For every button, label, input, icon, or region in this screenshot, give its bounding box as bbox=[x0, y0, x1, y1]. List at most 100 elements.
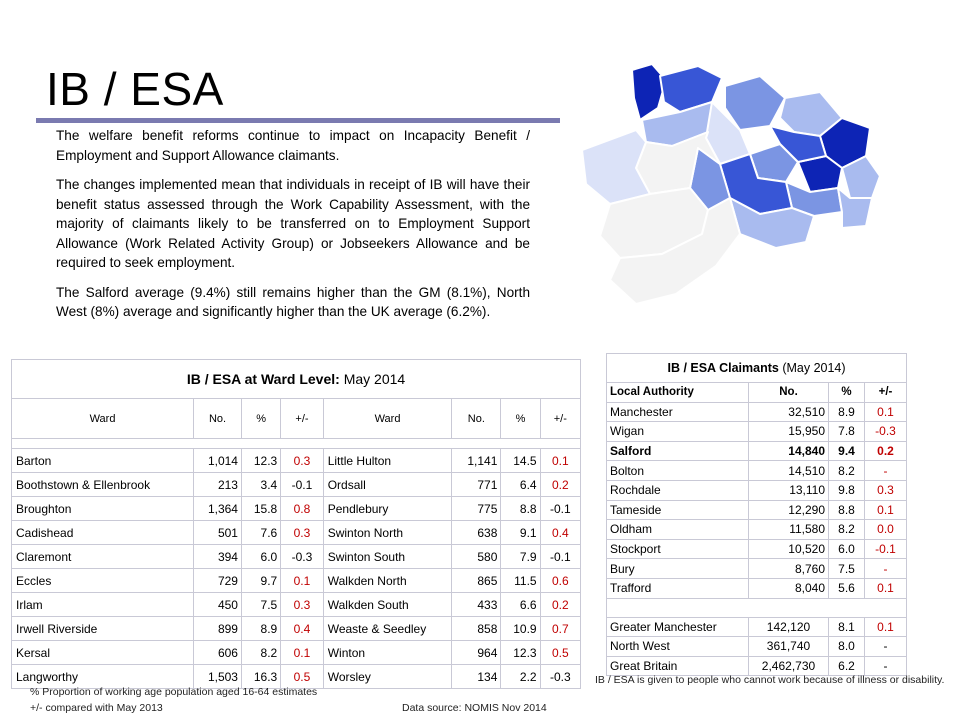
ward-count: 1,364 bbox=[193, 496, 242, 521]
ward-change: -0.3 bbox=[280, 544, 324, 569]
claimant-percent: 5.6 bbox=[828, 577, 865, 599]
claimants-table-row: Oldham 11,580 8.2 0.0 bbox=[606, 519, 908, 540]
ward-percent: 6.6 bbox=[500, 592, 541, 617]
paragraph-3: The Salford average (9.4%) still remains… bbox=[56, 284, 530, 320]
header-pct: % bbox=[240, 398, 282, 439]
claimant-change: - bbox=[863, 558, 908, 579]
ward-name: Walkden North bbox=[322, 568, 453, 593]
footnote-proportion: % Proportion of working age population a… bbox=[30, 686, 318, 698]
ward-change: -0.1 bbox=[539, 544, 582, 569]
region-percent: 8.1 bbox=[828, 616, 865, 638]
claimants-table-row: Salford 14,840 9.4 0.2 bbox=[606, 440, 908, 462]
ward-table-header: Ward No. % +/- Ward No. % +/- bbox=[10, 398, 582, 439]
claimant-count: 12,290 bbox=[748, 499, 829, 521]
ward-change: 0.4 bbox=[280, 616, 324, 641]
local-authority-name: Bury bbox=[606, 558, 749, 579]
claimant-change: 0.1 bbox=[863, 577, 908, 599]
ward-name: Kersal bbox=[10, 640, 195, 665]
claimants-summary-row: Greater Manchester 142,120 8.1 0.1 bbox=[606, 616, 908, 638]
ward-change: 0.5 bbox=[280, 664, 324, 689]
ward-count: 775 bbox=[451, 496, 502, 521]
claimants-table-row: Bury 8,760 7.5- bbox=[606, 558, 908, 579]
local-authority-name: Manchester bbox=[606, 401, 749, 423]
ward-count: 433 bbox=[451, 592, 502, 617]
claimants-table-header: Local Authority No. % +/- bbox=[606, 382, 908, 403]
claimant-count: 11,580 bbox=[748, 519, 829, 540]
table-spacer bbox=[605, 597, 908, 618]
ward-percent: 15.8 bbox=[240, 496, 282, 521]
ward-name: Langworthy bbox=[10, 664, 195, 689]
ward-count: 1,141 bbox=[451, 448, 502, 473]
ward-table-row: Eccles 729 9.7 0.1 Walkden North 865 11.5 0.6 bbox=[10, 568, 582, 593]
claimant-percent: 9.4 bbox=[828, 440, 865, 462]
claimants-table-row: Stockport 10,520 6.0 -0.1 bbox=[606, 538, 908, 560]
local-authority-name: Wigan bbox=[606, 421, 749, 442]
ward-name: Irlam bbox=[10, 592, 195, 617]
ward-percent: 7.6 bbox=[240, 520, 282, 545]
ward-percent: 11.5 bbox=[500, 568, 541, 593]
ward-table-row: Kersal 606 8.2 0.1 Winton 964 12.3 0.5 bbox=[10, 640, 582, 665]
ward-percent: 12.3 bbox=[500, 640, 541, 665]
ward-change: 0.1 bbox=[280, 568, 324, 593]
footnote-ib-note: IB / ESA is given to people who cannot w… bbox=[595, 674, 945, 686]
claimants-table-row: Rochdale 13,110 9.8 0.3 bbox=[606, 479, 908, 501]
ward-name: Broughton bbox=[10, 496, 195, 521]
claimants-table-row: Tameside 12,290 8.8 0.1 bbox=[606, 499, 908, 521]
ward-name: Claremont bbox=[10, 544, 195, 569]
ward-name: Worsley bbox=[322, 664, 453, 689]
ward-count: 729 bbox=[193, 568, 242, 593]
ward-name: Weaste & Seedley bbox=[322, 616, 453, 641]
region-percent: 6.2 bbox=[828, 655, 865, 677]
claimant-change: 0.3 bbox=[863, 479, 908, 501]
map-ward-little-hulton bbox=[631, 63, 667, 121]
map-ward-langworthy bbox=[841, 155, 880, 199]
ward-percent: 7.9 bbox=[500, 544, 541, 569]
ward-change: 0.1 bbox=[280, 640, 324, 665]
salford-ward-map bbox=[581, 63, 880, 305]
ward-count: 606 bbox=[193, 640, 242, 665]
claimant-change: -0.1 bbox=[863, 538, 908, 560]
claimant-count: 8,040 bbox=[748, 577, 829, 599]
claimant-percent: 7.5 bbox=[828, 558, 865, 579]
ward-percent: 6.0 bbox=[240, 544, 282, 569]
ward-change: 0.3 bbox=[280, 592, 324, 617]
claimants-summary-row: Great Britain 2,462,730 6.2- bbox=[606, 655, 908, 677]
ward-change: 0.2 bbox=[539, 472, 582, 497]
claimant-change: 0.1 bbox=[863, 401, 908, 423]
region-count: 142,120 bbox=[748, 616, 829, 638]
local-authority-name: Bolton bbox=[606, 460, 749, 481]
ward-percent: 6.4 bbox=[500, 472, 541, 497]
header-no: No. bbox=[748, 382, 829, 403]
map-ward-barton bbox=[729, 197, 815, 249]
ward-percent: 9.1 bbox=[500, 520, 541, 545]
local-authority-name: Salford bbox=[606, 440, 749, 462]
ward-count: 858 bbox=[451, 616, 502, 641]
ward-percent: 10.9 bbox=[500, 616, 541, 641]
local-authority-name: Trafford bbox=[606, 577, 749, 599]
ward-count: 638 bbox=[451, 520, 502, 545]
ward-name: Swinton South bbox=[322, 544, 453, 569]
header-pct: % bbox=[828, 382, 865, 403]
claimant-percent: 7.8 bbox=[828, 421, 865, 442]
region-name: Greater Manchester bbox=[606, 616, 749, 638]
ward-percent: 7.5 bbox=[240, 592, 282, 617]
map-ward-ordsall bbox=[837, 187, 873, 229]
ward-name: Pendlebury bbox=[322, 496, 453, 521]
intro-text: The welfare benefit reforms continue to … bbox=[56, 126, 530, 332]
ward-name: Little Hulton bbox=[322, 448, 453, 473]
claimant-count: 14,840 bbox=[748, 440, 829, 462]
claimants-table-row: Bolton 14,510 8.2- bbox=[606, 460, 908, 481]
ward-count: 899 bbox=[193, 616, 242, 641]
ward-table-row: Langworthy 1,503 16.3 0.5 Worsley 134 2.2 -0.3 bbox=[10, 664, 582, 689]
ward-change: 0.4 bbox=[539, 520, 582, 545]
local-authority-name: Tameside bbox=[606, 499, 749, 521]
ward-percent: 8.8 bbox=[500, 496, 541, 521]
map-ward-pendlebury bbox=[724, 75, 786, 131]
ward-table-row: Broughton 1,364 15.8 0.8 Pendlebury 775 8.8 -0.… bbox=[10, 496, 582, 521]
claimant-percent: 8.2 bbox=[828, 519, 865, 540]
ward-percent: 2.2 bbox=[500, 664, 541, 689]
ward-change: -0.1 bbox=[280, 472, 324, 497]
region-change: - bbox=[863, 655, 908, 677]
claimant-percent: 8.8 bbox=[828, 499, 865, 521]
ward-count: 1,503 bbox=[193, 664, 242, 689]
